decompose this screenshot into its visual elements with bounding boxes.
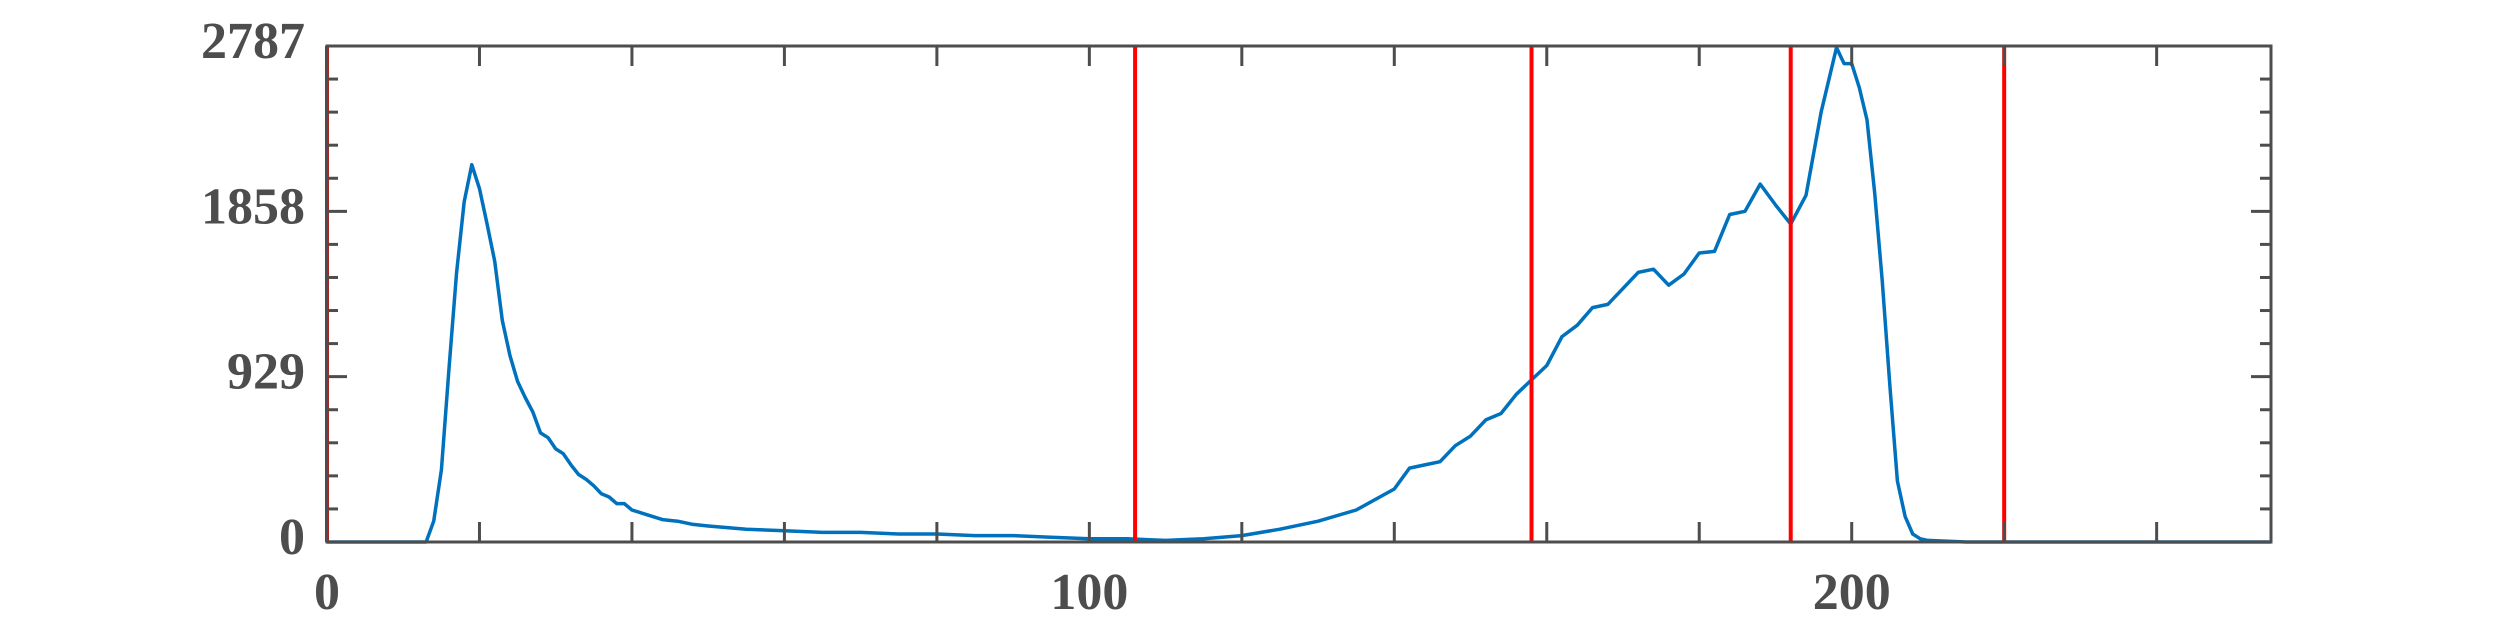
- y-tick-label: 1858: [201, 178, 305, 235]
- axes-box: [325, 44, 2273, 544]
- y-tick-label: 2787: [201, 13, 305, 70]
- x-tick-label: 0: [314, 564, 340, 621]
- x-tick-label: 200: [1813, 564, 1891, 621]
- y-tick-label: 929: [227, 344, 305, 401]
- data-line: [327, 45, 2271, 544]
- x-tick-label: 100: [1050, 564, 1128, 621]
- y-tick-label: 0: [279, 509, 305, 566]
